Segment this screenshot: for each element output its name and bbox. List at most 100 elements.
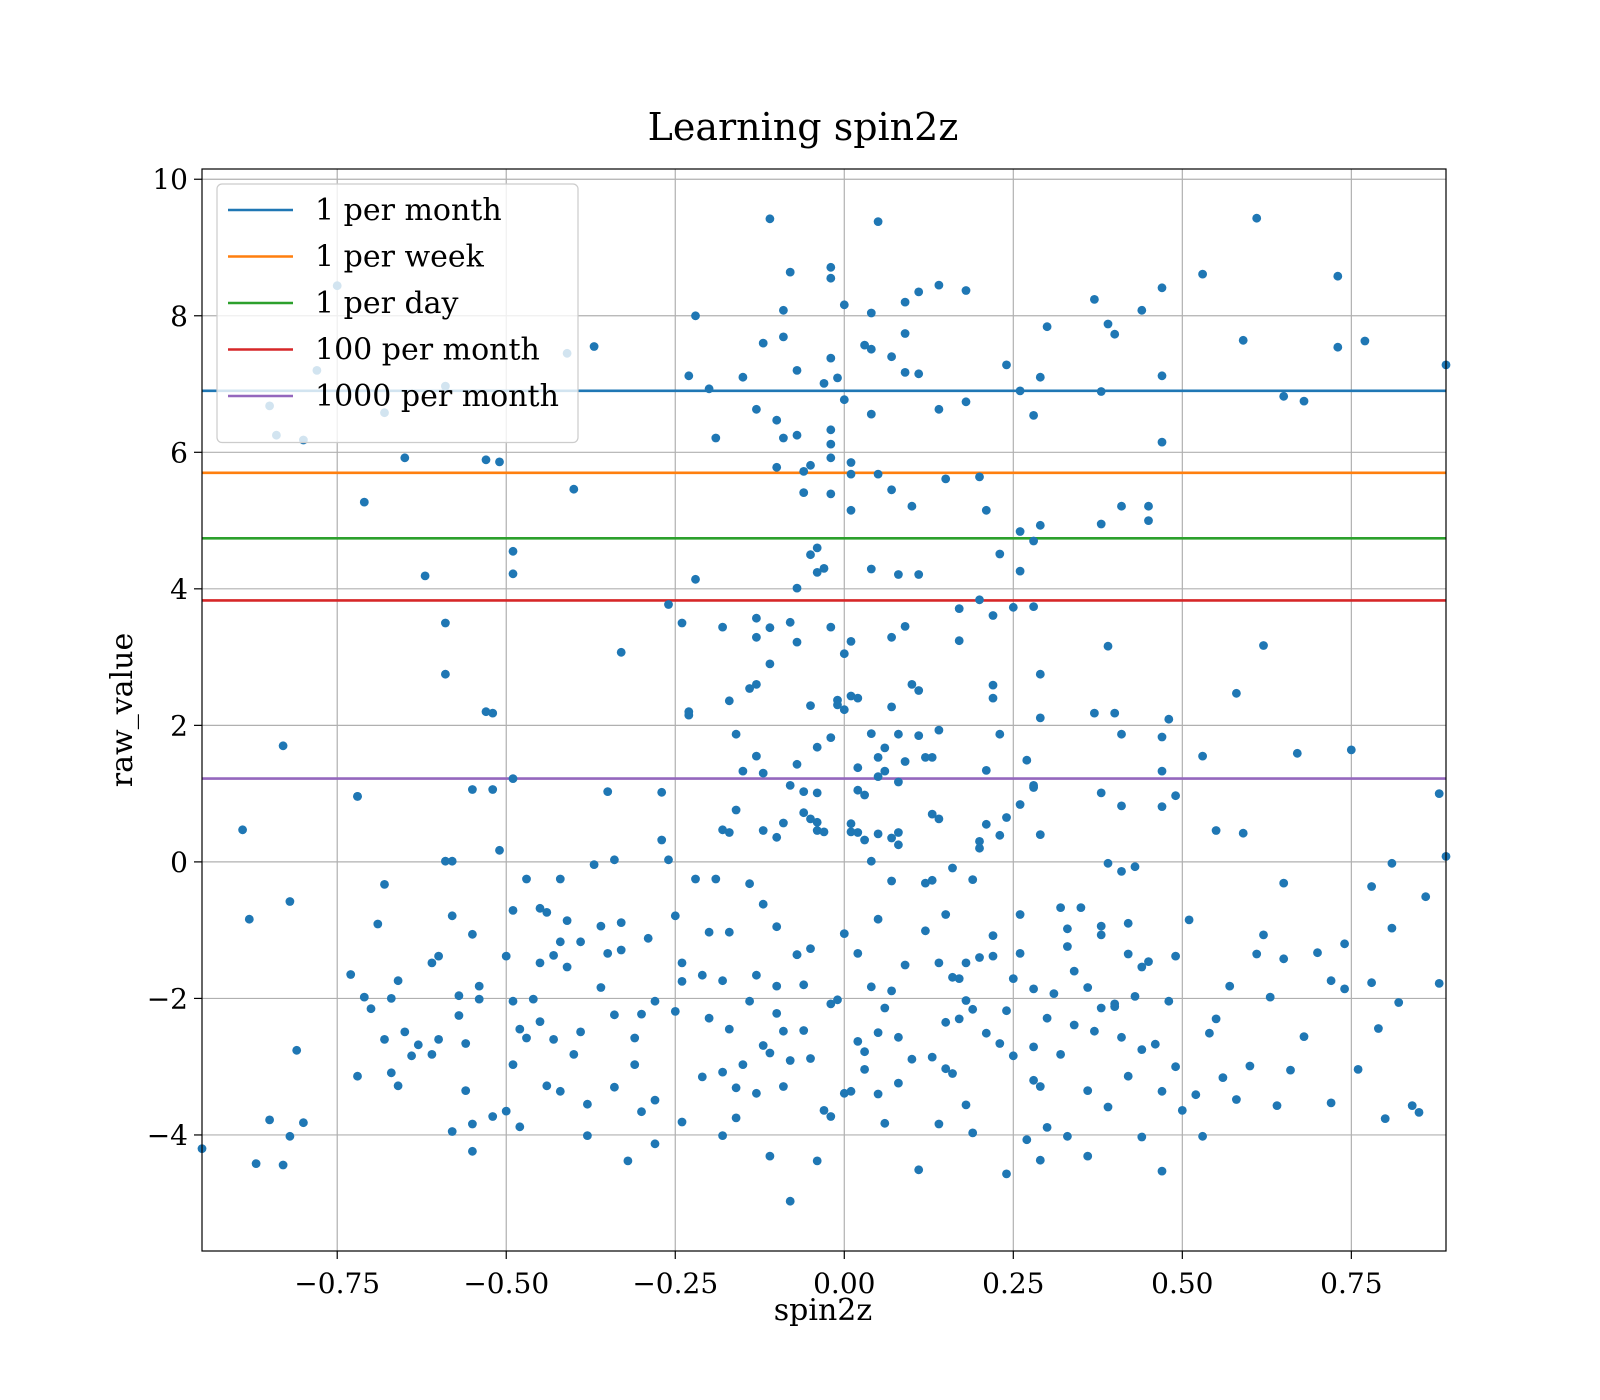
- data-point: [278, 741, 288, 751]
- data-point: [731, 805, 741, 815]
- data-point: [1157, 802, 1167, 811]
- data-point: [846, 637, 856, 646]
- data-point: [1063, 924, 1072, 934]
- data-point: [1096, 387, 1106, 396]
- data-point: [988, 611, 998, 620]
- data-point: [1265, 992, 1275, 1002]
- data-point: [765, 623, 775, 633]
- data-point: [799, 1026, 809, 1035]
- data-point: [1130, 992, 1140, 1001]
- legend-label: 100 per month: [315, 333, 540, 368]
- data-point: [1103, 1102, 1113, 1112]
- data-point: [792, 637, 802, 647]
- data-point: [562, 962, 572, 972]
- data-point: [265, 1115, 274, 1125]
- data-point: [1002, 813, 1011, 822]
- data-point: [1164, 996, 1174, 1006]
- data-point: [474, 994, 484, 1004]
- data-point: [846, 691, 856, 701]
- data-point: [718, 825, 727, 835]
- y-tick-label: 0: [170, 846, 188, 879]
- data-point: [1211, 1014, 1221, 1024]
- data-point: [522, 874, 531, 884]
- data-point: [826, 353, 836, 363]
- data-point: [934, 725, 944, 735]
- data-point: [1008, 974, 1018, 983]
- data-point: [887, 485, 896, 495]
- data-point: [941, 1064, 951, 1074]
- data-point: [914, 369, 924, 379]
- data-point: [1083, 1151, 1093, 1161]
- data-point: [995, 830, 1005, 840]
- data-point: [900, 297, 910, 307]
- data-point: [1340, 984, 1349, 994]
- data-point: [691, 311, 700, 321]
- data-point: [948, 1069, 957, 1078]
- data-point: [1029, 411, 1038, 420]
- data-point: [589, 860, 599, 869]
- data-point: [954, 636, 964, 646]
- data-point: [1117, 1032, 1126, 1042]
- data-point: [1035, 669, 1045, 679]
- data-point: [1198, 751, 1207, 761]
- data-point: [1063, 1131, 1072, 1141]
- data-point: [975, 953, 984, 962]
- data-point: [468, 1119, 477, 1129]
- data-point: [954, 604, 964, 613]
- data-point: [650, 996, 660, 1006]
- data-point: [866, 564, 876, 574]
- data-point: [887, 352, 896, 362]
- data-point: [1090, 708, 1099, 718]
- legend-label: 1 per day: [315, 286, 459, 321]
- data-point: [1150, 1039, 1160, 1049]
- x-axis-label: spin2z: [774, 1293, 872, 1328]
- data-point: [765, 214, 775, 224]
- data-point: [393, 1081, 403, 1091]
- data-point: [508, 569, 518, 579]
- data-point: [1110, 329, 1120, 339]
- data-point: [792, 583, 802, 593]
- data-point: [637, 1107, 646, 1117]
- data-point: [1252, 213, 1262, 223]
- data-point: [1434, 979, 1444, 988]
- data-point: [873, 1089, 883, 1099]
- data-point: [522, 1033, 531, 1043]
- data-point: [670, 1007, 680, 1016]
- data-point: [441, 618, 450, 628]
- data-point: [873, 772, 883, 781]
- y-axis-label: raw_value: [105, 633, 140, 787]
- data-point: [907, 1054, 917, 1064]
- data-point: [1137, 1132, 1147, 1142]
- data-point: [921, 878, 930, 888]
- threshold-lines: [202, 389, 1446, 780]
- data-point: [353, 792, 362, 801]
- data-point: [927, 753, 937, 762]
- data-point: [758, 338, 768, 348]
- data-point: [894, 1078, 903, 1088]
- data-point: [569, 1050, 579, 1059]
- data-point: [941, 910, 951, 919]
- data-point: [583, 1131, 592, 1140]
- x-tick-label: 0.75: [1320, 1267, 1382, 1300]
- data-point: [873, 469, 883, 479]
- data-point: [961, 286, 971, 295]
- data-point: [346, 970, 356, 979]
- data-point: [914, 731, 924, 740]
- data-point: [1374, 1024, 1383, 1033]
- data-point: [1259, 930, 1268, 940]
- data-point: [900, 960, 910, 970]
- data-point: [1015, 386, 1025, 396]
- data-point: [887, 833, 896, 843]
- data-point: [968, 1128, 978, 1138]
- data-point: [758, 1041, 768, 1050]
- data-point: [1367, 978, 1376, 988]
- data-point: [292, 1045, 302, 1055]
- data-point: [860, 790, 869, 800]
- data-point: [812, 817, 822, 827]
- data-point: [1117, 729, 1126, 739]
- data-point: [596, 983, 606, 992]
- data-point: [1144, 501, 1153, 511]
- data-point: [1035, 520, 1045, 530]
- data-point: [839, 300, 849, 310]
- data-point: [677, 958, 687, 968]
